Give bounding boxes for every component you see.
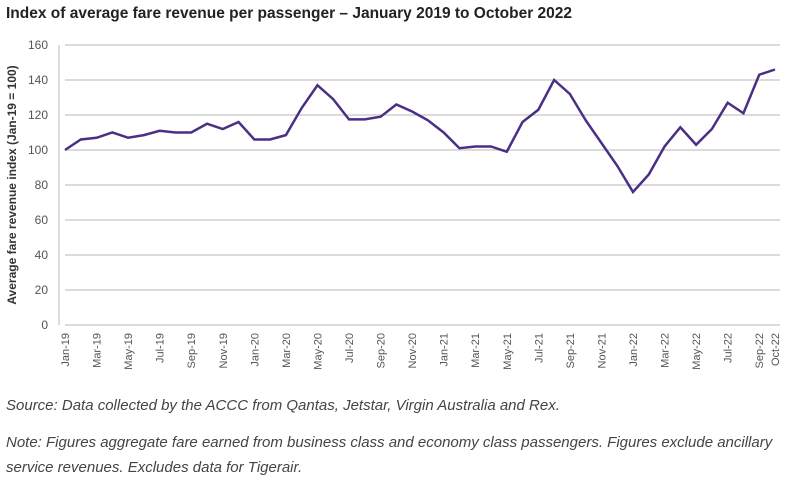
x-tick-label: Jul-22 [723, 333, 735, 363]
chart-title: Index of average fare revenue per passen… [6, 5, 573, 22]
x-tick-label: Mar-19 [92, 333, 104, 368]
x-tick-label: Sep-21 [565, 333, 577, 368]
x-tick-label: Mar-21 [470, 333, 482, 368]
x-tick-label: Sep-19 [186, 333, 198, 368]
y-tick-label: 60 [35, 213, 49, 227]
x-tick-label: Sep-22 [754, 333, 766, 368]
y-tick-label: 100 [28, 143, 48, 157]
x-tick-label: Nov-21 [596, 333, 608, 368]
y-tick-label: 80 [35, 178, 49, 192]
y-axis-label: Average fare revenue index (Jan-19 = 100… [5, 65, 19, 304]
x-tick-label: Jan-21 [439, 333, 451, 367]
x-tick-label: May-21 [502, 333, 514, 370]
y-tick-label: 20 [35, 283, 49, 297]
series-line [64, 68, 776, 195]
x-tick-label: Jan-22 [628, 333, 640, 367]
x-tick-label: May-20 [312, 333, 324, 370]
y-tick-label: 0 [41, 318, 48, 332]
footnote: Note: Figures aggregate fare earned from… [6, 434, 773, 476]
x-tick-label: Jul-21 [533, 333, 545, 363]
x-tick-label: Jan-20 [249, 333, 261, 367]
x-tick-label: May-22 [691, 333, 703, 370]
x-tick-label: Oct-22 [770, 333, 782, 366]
x-tick-label: Jul-19 [155, 333, 167, 363]
source-note: Source: Data collected by the ACCC from … [6, 397, 560, 414]
x-tick-label: Mar-22 [660, 333, 672, 368]
y-tick-label: 140 [28, 73, 48, 87]
y-tick-label: 160 [28, 38, 48, 52]
x-tick-label: Sep-20 [376, 333, 388, 368]
x-tick-label: May-19 [123, 333, 135, 370]
line-chart: 0 20 40 60 80 100 120 140 160 Average fare revenu… [5, 38, 782, 370]
x-tick-label: Nov-19 [218, 333, 230, 368]
x-tick-label: Jan-19 [60, 333, 72, 367]
x-tick-label: Nov-20 [407, 333, 419, 368]
x-tick-label: Mar-20 [281, 333, 293, 368]
y-tick-label: 40 [35, 248, 49, 262]
y-tick-label: 120 [28, 108, 48, 122]
x-tick-label: Jul-20 [344, 333, 356, 363]
